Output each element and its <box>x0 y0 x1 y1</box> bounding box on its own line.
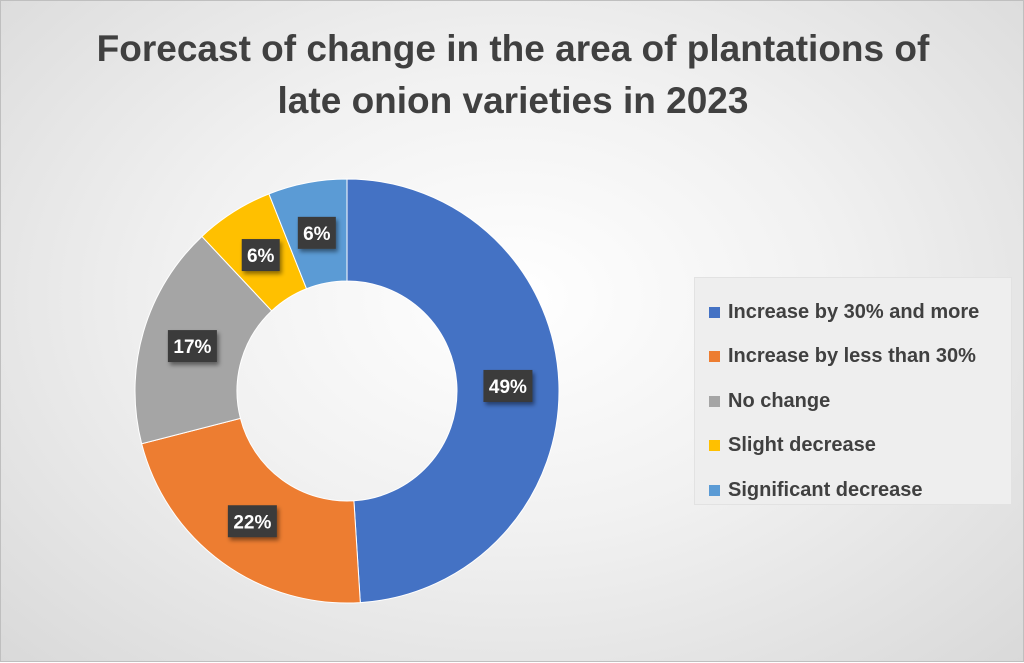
data-label-box <box>167 330 217 363</box>
legend-label: No change <box>728 389 831 412</box>
data-label-5: 6% <box>297 216 336 249</box>
data-label-text: 22% <box>233 512 271 533</box>
data-label-text: 17% <box>173 337 211 358</box>
data-label-box <box>227 505 277 538</box>
data-label-1: 49% <box>483 369 533 402</box>
legend-label: Increase by 30% and more <box>728 300 980 323</box>
legend-label: Significant decrease <box>728 478 923 501</box>
data-label-box <box>297 216 336 249</box>
data-label-box <box>241 239 280 272</box>
data-label-box <box>483 369 533 402</box>
data-label-2: 22% <box>227 505 277 538</box>
data-label-4: 6% <box>241 239 280 272</box>
donut-slice-1 <box>346 178 560 604</box>
legend-item: Slight decrease <box>709 424 1011 469</box>
data-label-text: 6% <box>247 246 275 267</box>
legend-label: Increase by less than 30% <box>728 345 976 368</box>
legend-item: No change <box>709 379 1011 424</box>
chart-title-line-2: late onion varieties in 2023 <box>277 80 749 121</box>
legend-item: Increase by less than 30% <box>709 335 1011 380</box>
data-label-3: 17% <box>167 330 217 363</box>
legend-swatch <box>709 351 720 363</box>
chart-title: Forecast of change in the area of planta… <box>1 23 1024 127</box>
data-label-text: 6% <box>303 224 331 245</box>
legend-swatch <box>709 306 720 318</box>
legend-swatch <box>709 440 720 452</box>
legend-swatch <box>709 484 720 496</box>
legend-swatch <box>709 395 720 407</box>
data-label-text: 49% <box>489 377 527 398</box>
legend-item: Significant decrease <box>709 468 1011 513</box>
legend-label: Slight decrease <box>728 434 876 457</box>
legend-item: Increase by 30% and more <box>709 290 1011 335</box>
legend: Increase by 30% and more Increase by les… <box>694 277 1012 505</box>
chart-title-line-1: Forecast of change in the area of planta… <box>96 28 930 69</box>
